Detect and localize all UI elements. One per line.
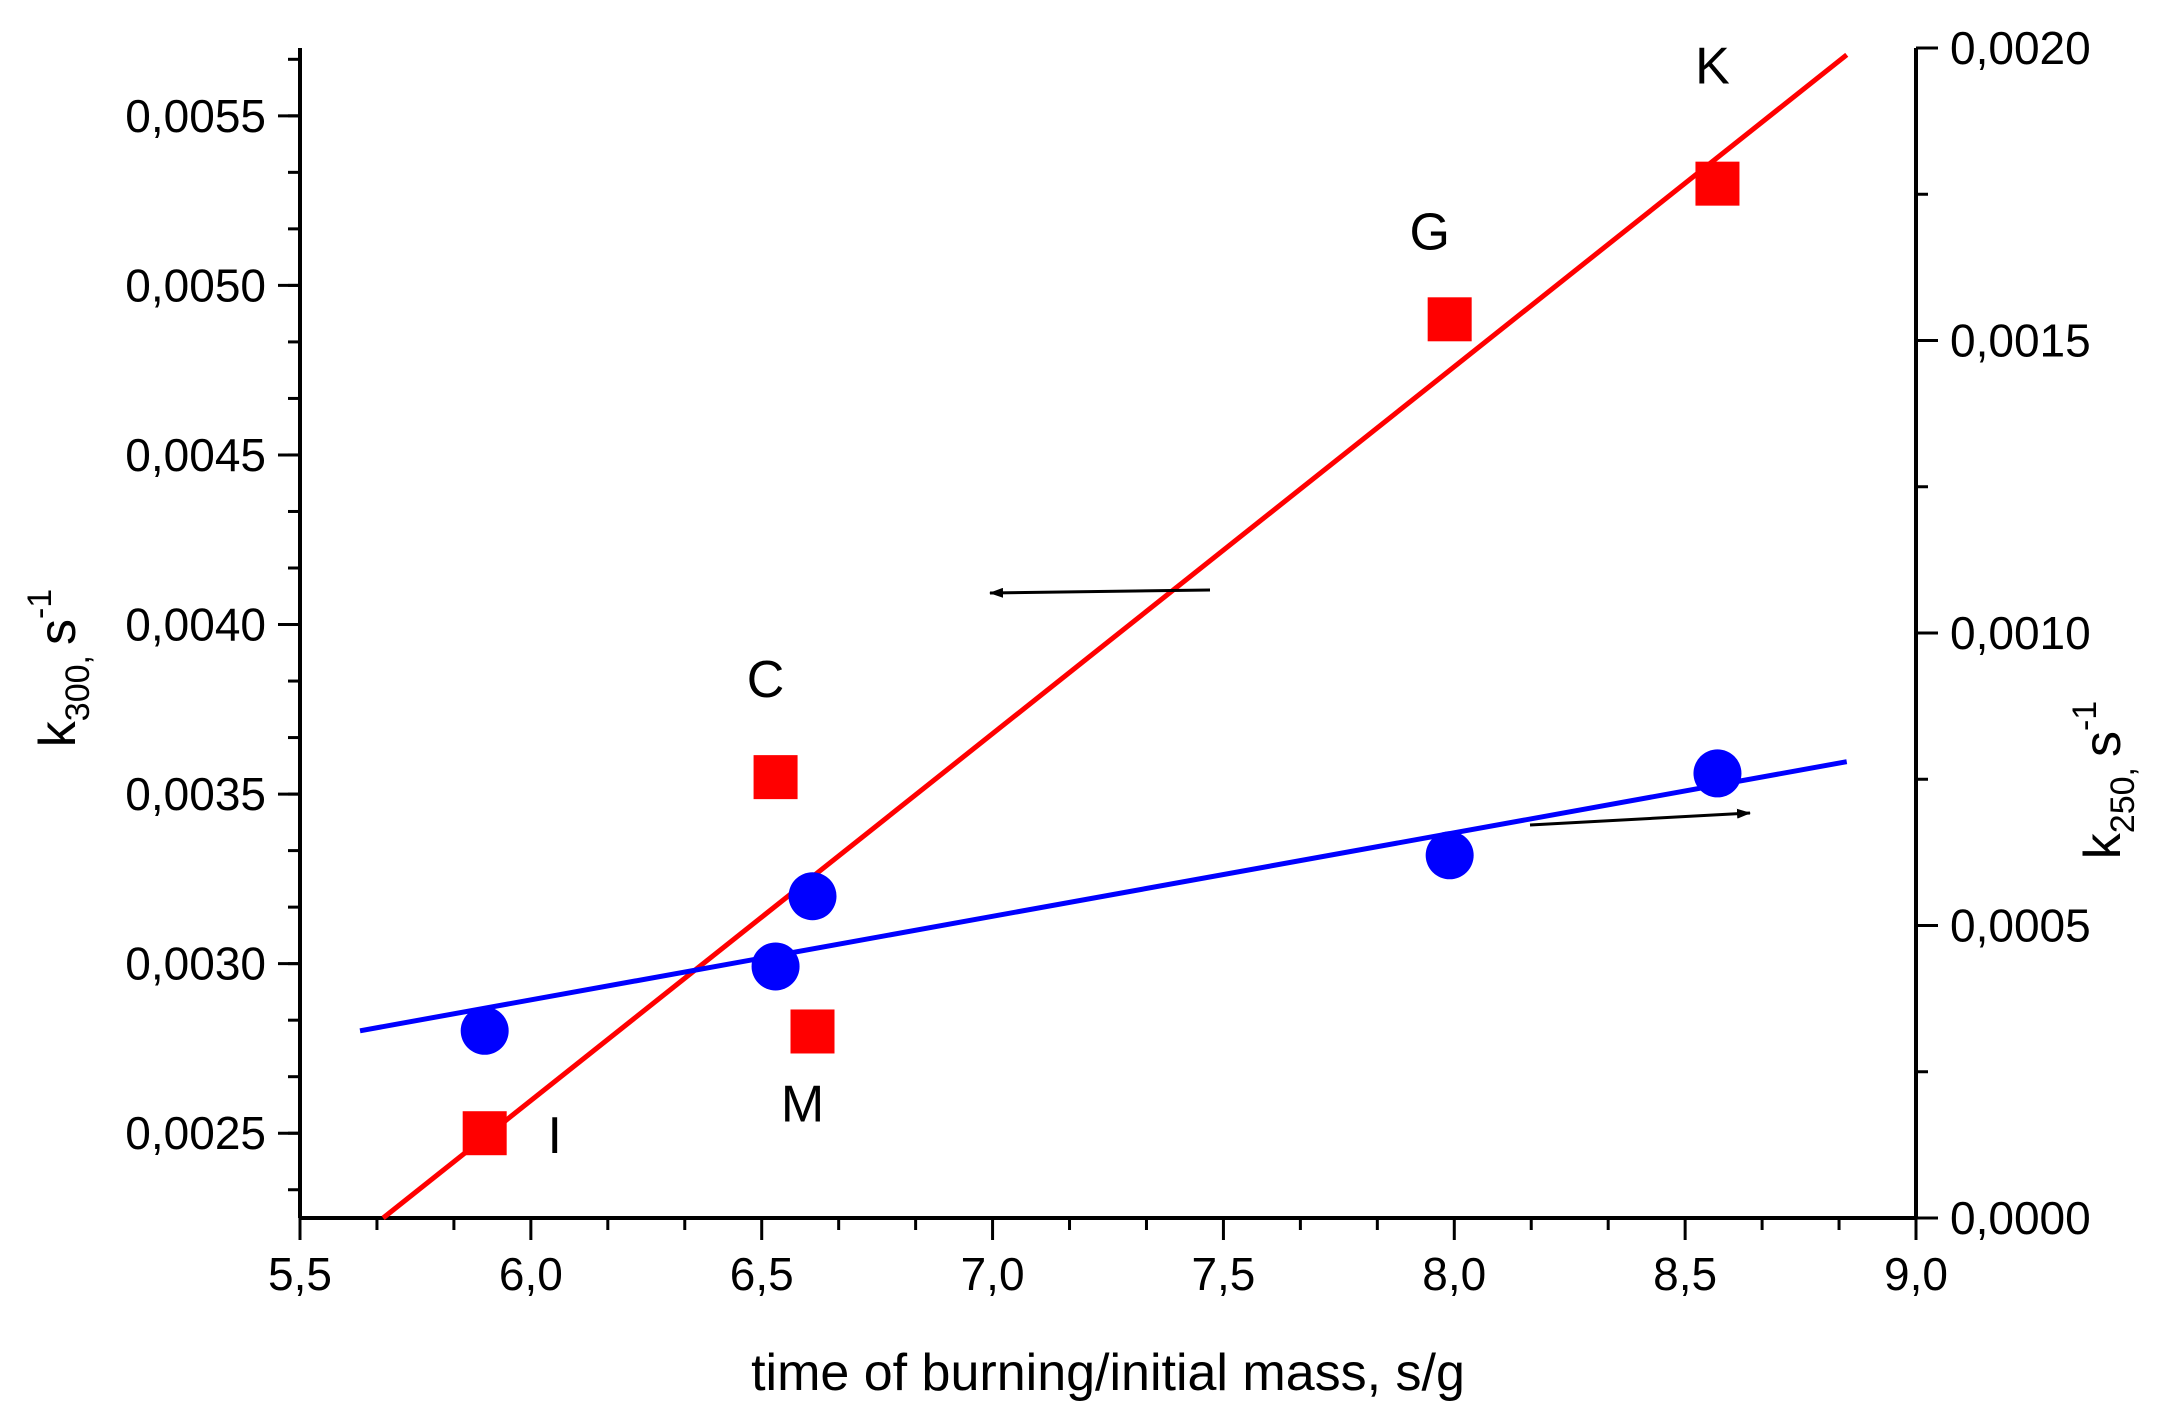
right-y-tick-label: 0,0010 bbox=[1950, 607, 2091, 659]
x-tick-label: 8,5 bbox=[1653, 1248, 1717, 1300]
left-y-tick-label: 0,0045 bbox=[125, 429, 266, 481]
k250-point bbox=[1425, 831, 1474, 880]
point-labels: I C M G K bbox=[547, 38, 1730, 1166]
arrow-to-right-axis bbox=[1529, 808, 1751, 827]
arrow-to-left-axis bbox=[989, 587, 1211, 598]
data-markers bbox=[460, 161, 1742, 1156]
k250-point bbox=[751, 942, 800, 991]
left-y-tick-label: 0,0035 bbox=[125, 768, 266, 820]
x-tick-label: 8,0 bbox=[1422, 1248, 1486, 1300]
x-tick-label: 7,0 bbox=[961, 1248, 1025, 1300]
right-y-tick-label: 0,0015 bbox=[1950, 315, 2091, 367]
point-label-M: M bbox=[781, 1075, 824, 1133]
left-y-tick-label: 0,0030 bbox=[125, 938, 266, 990]
k250-point bbox=[788, 872, 837, 921]
k300-point bbox=[753, 755, 798, 800]
k300-point bbox=[1695, 161, 1740, 206]
point-label-G: G bbox=[1409, 203, 1449, 261]
k300-fit-line bbox=[381, 52, 1849, 1220]
x-axis-title: time of burning/initial mass, s/g bbox=[751, 1344, 1465, 1402]
left-y-tick-label: 0,0055 bbox=[125, 90, 266, 142]
x-tick-label: 6,0 bbox=[499, 1248, 563, 1300]
x-tick-label: 7,5 bbox=[1191, 1248, 1255, 1300]
k300-point bbox=[462, 1111, 507, 1156]
right-y-tick-label: 0,0005 bbox=[1950, 900, 2091, 952]
k250-fit-line bbox=[359, 759, 1848, 1034]
right-y-axis-title: k250,s-1 bbox=[2066, 701, 2142, 859]
left-y-tick-label: 0,0050 bbox=[125, 259, 266, 311]
fit-lines bbox=[359, 52, 1849, 1220]
right-y-tick-label: 0,0000 bbox=[1950, 1192, 2091, 1244]
point-label-K: K bbox=[1695, 38, 1730, 96]
k300-point bbox=[790, 1009, 835, 1054]
k250-point bbox=[460, 1006, 509, 1055]
x-tick-label: 5,5 bbox=[268, 1248, 332, 1300]
x-axis-ticks: 5,5 6,0 6,5 7,0 7,5 8,0 8,5 9,0 bbox=[268, 1218, 1948, 1300]
k300-point bbox=[1427, 297, 1472, 342]
left-y-axis-ticks: 0,0025 0,0030 0,0035 0,0040 0,0045 0,0050 0,00… bbox=[125, 57, 300, 1192]
left-y-tick-label: 0,0040 bbox=[125, 599, 266, 651]
point-label-C: C bbox=[747, 651, 785, 709]
x-tick-label: 9,0 bbox=[1884, 1248, 1948, 1300]
right-y-axis-ticks: 0,0000 0,0005 0,0010 0,0015 0,0020 bbox=[1916, 22, 2091, 1244]
point-label-I: I bbox=[547, 1107, 561, 1165]
left-y-tick-label: 0,0025 bbox=[125, 1107, 266, 1159]
right-y-tick-label: 0,0020 bbox=[1950, 22, 2091, 74]
x-tick-label: 6,5 bbox=[730, 1248, 794, 1300]
left-y-axis-title: k300,s-1 bbox=[21, 589, 97, 747]
k250-point bbox=[1693, 749, 1742, 798]
